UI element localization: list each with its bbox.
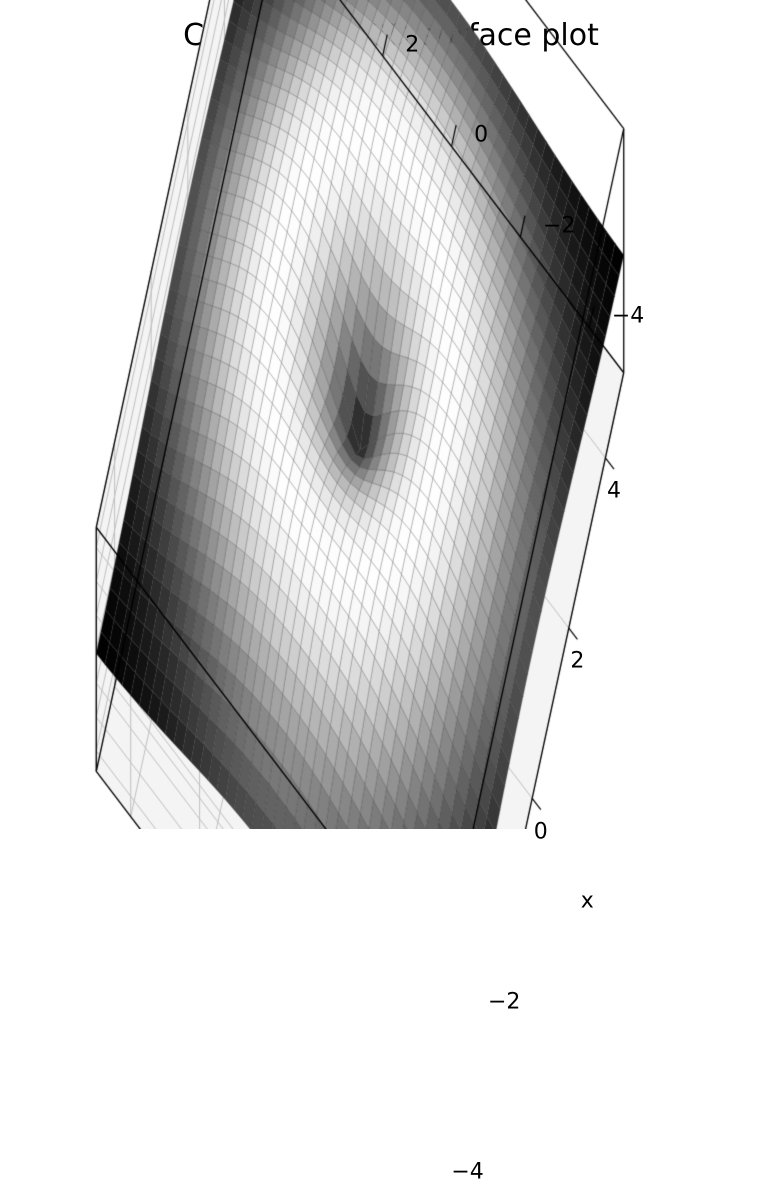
x-tick-label: 2: [570, 649, 584, 674]
y-tick-label: 2: [405, 32, 419, 57]
x-tick-label: 0: [534, 819, 548, 844]
x-axis-label: x: [581, 888, 594, 913]
surface-canvas: [0, 0, 782, 829]
x-tick-label: −2: [488, 989, 520, 1014]
y-tick-label: −4: [612, 304, 644, 329]
x-tick-label: −4: [451, 1160, 483, 1185]
x-tick-label: 4: [607, 479, 621, 504]
figure: Customized 3D surface plot −4−2024−4−202…: [0, 0, 782, 829]
y-tick-label: 0: [474, 123, 488, 148]
y-tick-label: −2: [543, 213, 575, 238]
